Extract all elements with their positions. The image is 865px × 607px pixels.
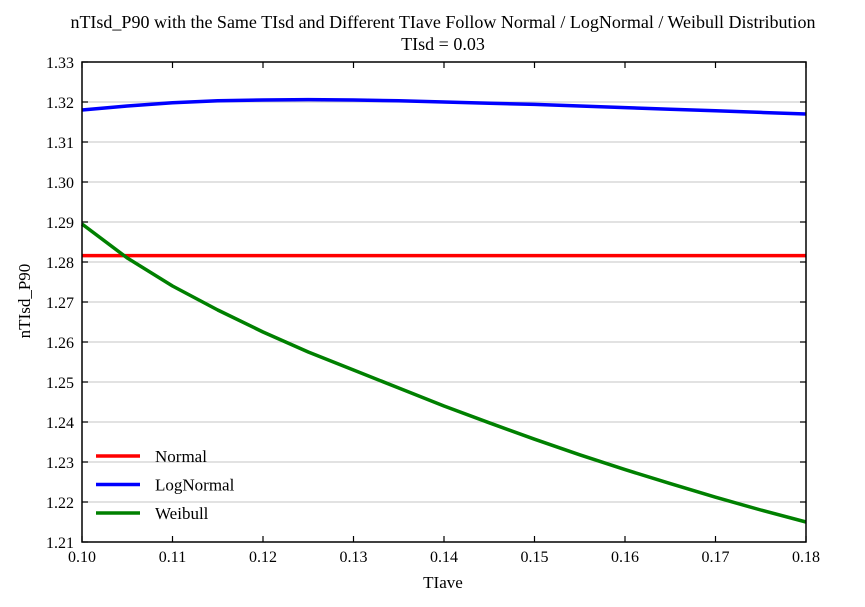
y-tick-label: 1.24 bbox=[46, 415, 74, 432]
x-tick-labels: 0.10 0.11 0.12 0.13 0.14 0.15 0.16 0.17 0.18 bbox=[68, 549, 820, 566]
y-tick-label: 1.33 bbox=[46, 55, 74, 72]
legend-label-weibull: Weibull bbox=[155, 504, 209, 523]
series-lines bbox=[80, 97, 807, 524]
series-line-lognormal bbox=[81, 97, 807, 116]
series-line-weibull bbox=[80, 222, 807, 524]
y-tick-label: 1.30 bbox=[46, 175, 74, 192]
x-axis-label: TIave bbox=[423, 573, 463, 592]
y-tick-label: 1.22 bbox=[46, 495, 74, 512]
x-tick-label: 0.17 bbox=[702, 549, 730, 566]
y-tick-label: 1.28 bbox=[46, 255, 74, 272]
y-tick-label: 1.29 bbox=[46, 215, 74, 232]
x-tick-label: 0.13 bbox=[340, 549, 368, 566]
y-tick-label: 1.31 bbox=[46, 135, 74, 152]
legend-label-normal: Normal bbox=[155, 447, 207, 466]
x-tick-label: 0.12 bbox=[249, 549, 277, 566]
x-tick-label: 0.10 bbox=[68, 549, 96, 566]
x-tick-label: 0.11 bbox=[159, 549, 186, 566]
x-tick-label: 0.14 bbox=[430, 549, 458, 566]
legend-label-lognormal: LogNormal bbox=[155, 476, 235, 495]
y-tick-label: 1.32 bbox=[46, 95, 74, 112]
y-tick-label: 1.21 bbox=[46, 535, 74, 552]
y-tick-label: 1.26 bbox=[46, 335, 74, 352]
x-tick-label: 0.16 bbox=[611, 549, 639, 566]
chart-title: nTIsd_P90 with the Same TIsd and Differe… bbox=[70, 12, 815, 32]
y-axis-label: nTIsd_P90 bbox=[15, 264, 34, 339]
x-tick-label: 0.15 bbox=[521, 549, 549, 566]
x-tick-label: 0.18 bbox=[792, 549, 820, 566]
y-tick-label: 1.23 bbox=[46, 455, 74, 472]
y-tick-label: 1.25 bbox=[46, 375, 74, 392]
y-tick-label: 1.27 bbox=[46, 295, 74, 312]
chart-subtitle: TIsd = 0.03 bbox=[401, 34, 485, 54]
axis-ticks bbox=[81, 61, 807, 543]
legend: Normal LogNormal Weibull bbox=[96, 447, 235, 523]
y-tick-labels: 1.21 1.22 1.23 1.24 1.25 1.26 1.27 1.28 1.29 1.30… bbox=[46, 55, 74, 552]
